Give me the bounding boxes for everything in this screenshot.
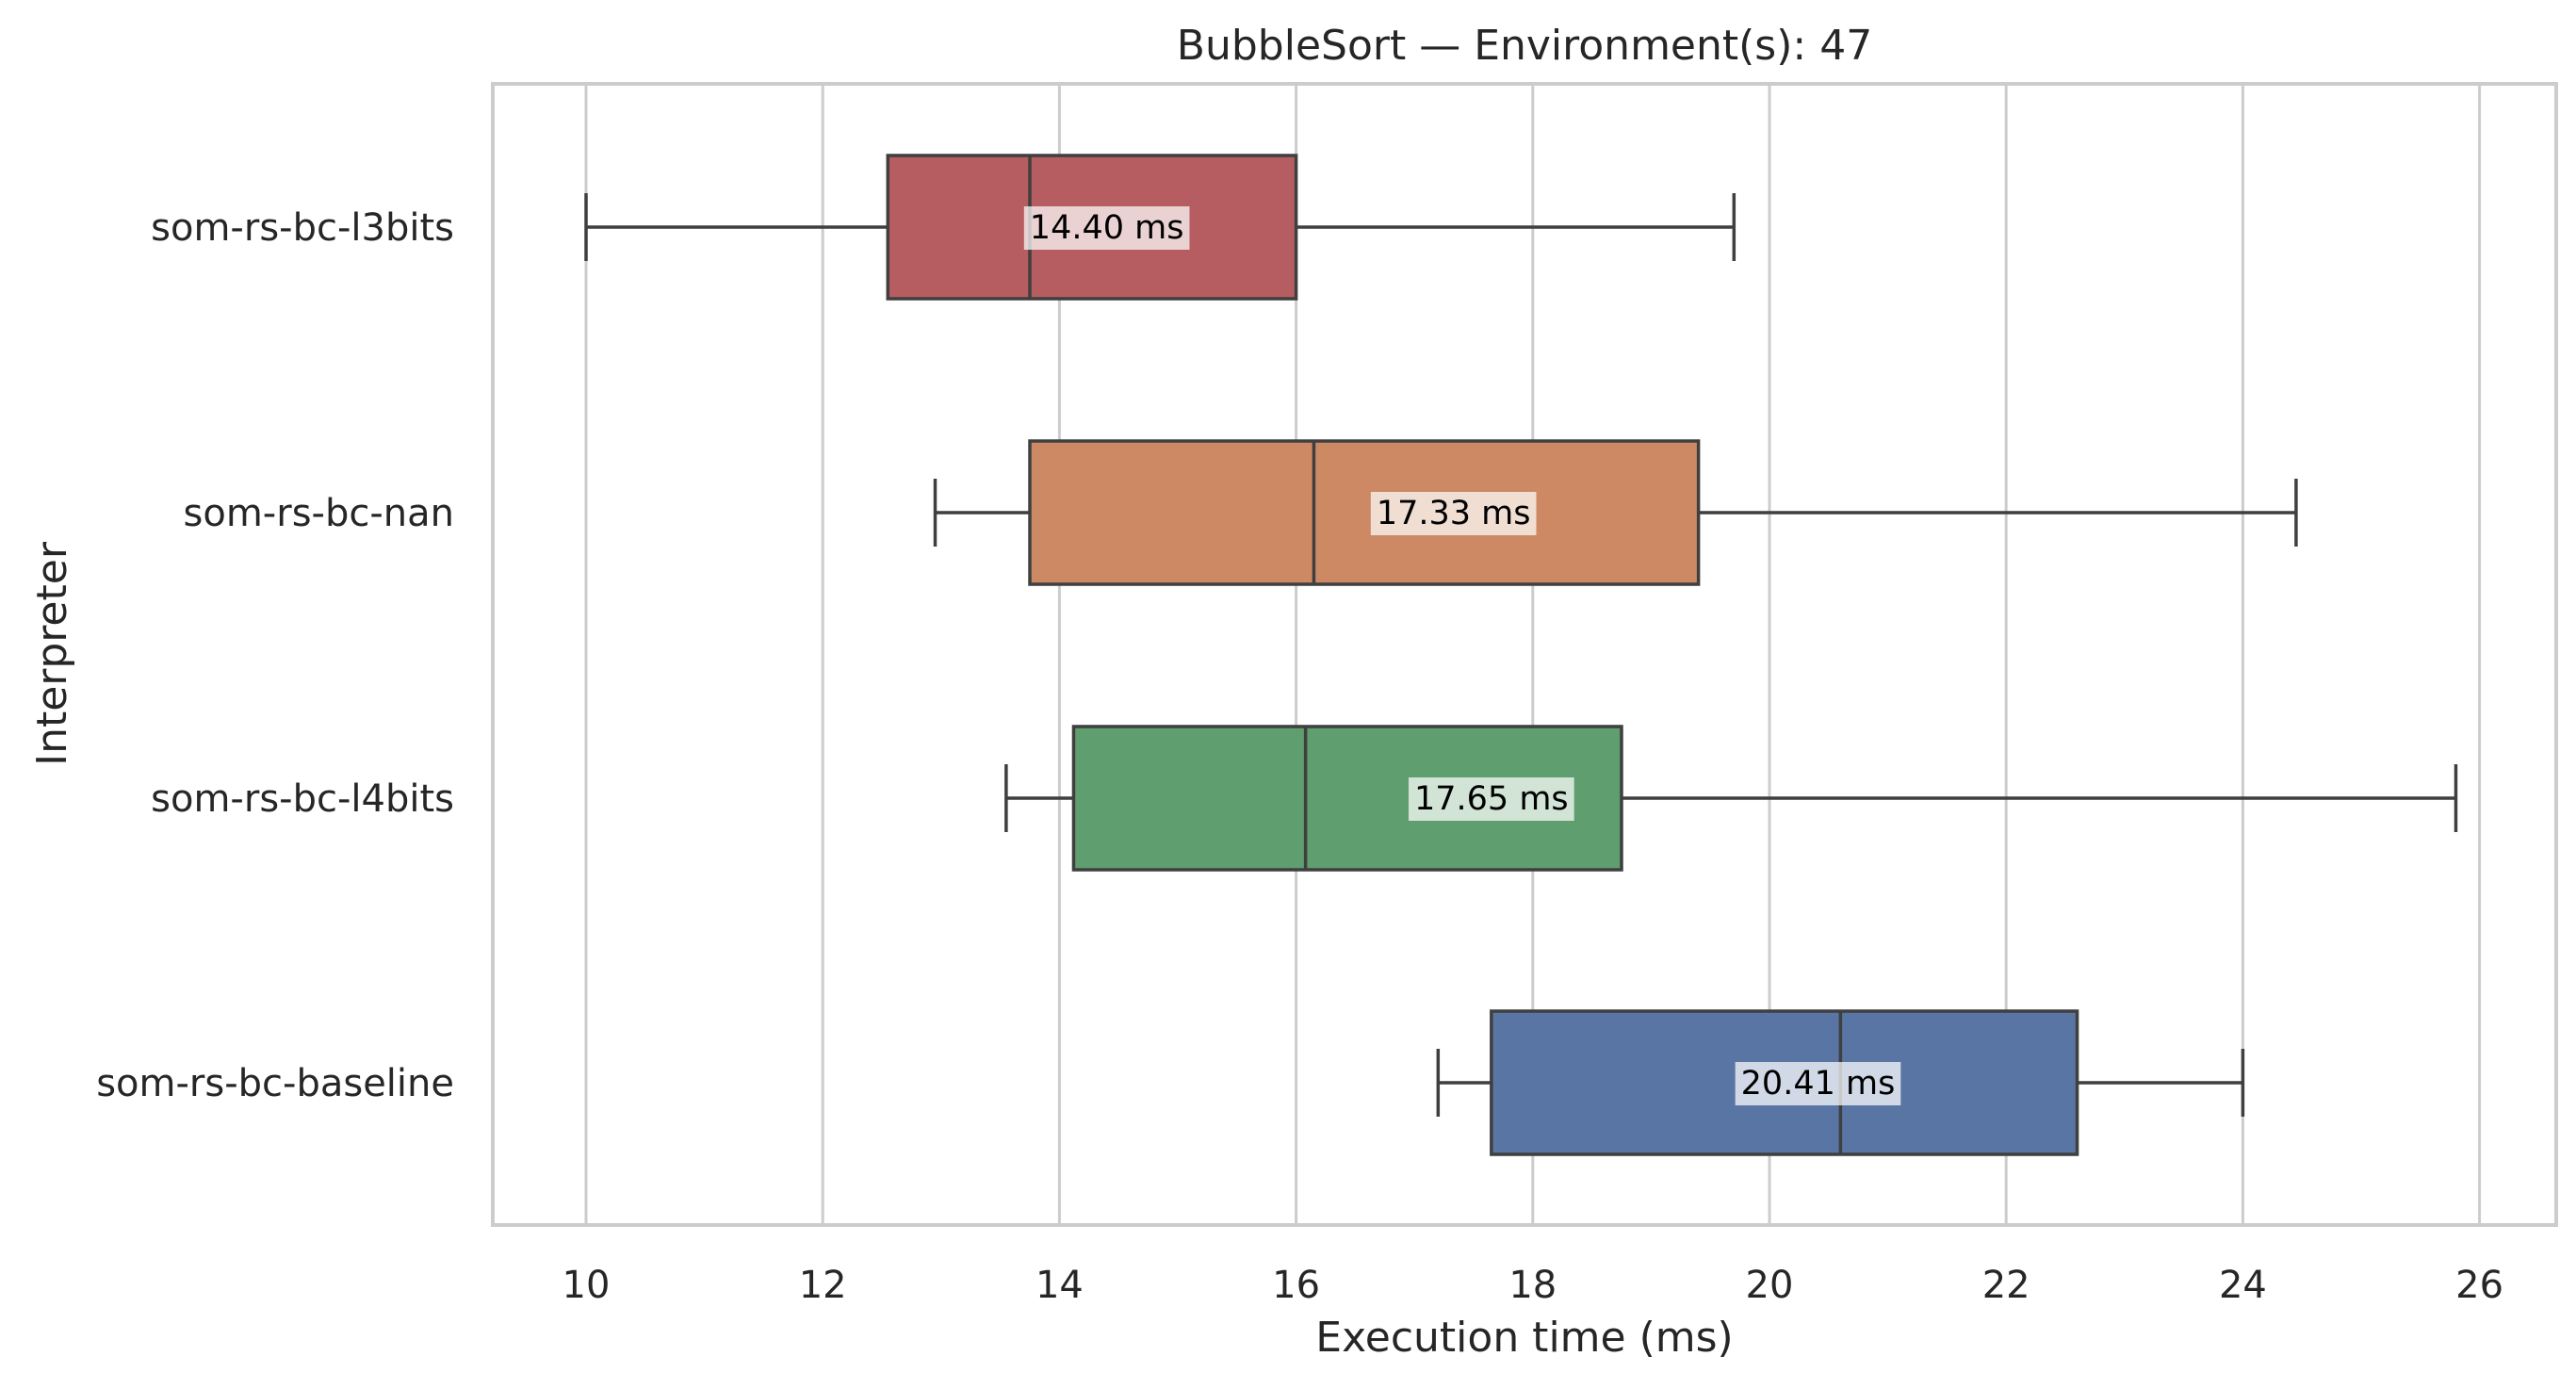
x-tick-label: 26 — [2455, 1264, 2503, 1307]
x-tick-label: 14 — [1035, 1264, 1084, 1307]
x-tick-labels: 10 12 14 16 18 20 22 24 26 — [562, 1264, 2504, 1307]
mean-label: 17.65 ms — [1414, 780, 1569, 818]
x-axis-title: Execution time (ms) — [1315, 1314, 1733, 1362]
mean-label-background — [1735, 1062, 1901, 1105]
plot-frame — [491, 82, 2558, 1227]
x-tick-label: 22 — [1982, 1264, 2030, 1307]
annotation-layer: 14.40 ms 17.33 ms 17.65 ms 20.41 ms — [1023, 206, 1901, 1105]
x-tick-label: 18 — [1508, 1264, 1557, 1307]
mean-label-background — [1409, 777, 1574, 821]
iqr-box — [1028, 439, 1701, 586]
x-tick-label: 16 — [1272, 1264, 1320, 1307]
mean-annotation: 20.41 ms — [1735, 1062, 1901, 1105]
mean-label-background — [1370, 492, 1537, 535]
mean-label: 20.41 ms — [1741, 1065, 1896, 1103]
category-label: som-rs-bc-l3bits — [151, 206, 454, 250]
mean-annotation: 14.40 ms — [1023, 206, 1190, 250]
x-tick-label: 20 — [1746, 1264, 1794, 1307]
category-label: som-rs-bc-l4bits — [151, 777, 454, 821]
mean-label: 14.40 ms — [1030, 209, 1184, 247]
x-tick-label: 12 — [799, 1264, 847, 1307]
x-tick-label: 10 — [562, 1264, 611, 1307]
mean-label: 17.33 ms — [1377, 495, 1531, 532]
y-axis-title: Interpreter — [28, 541, 76, 766]
category-label: som-rs-bc-baseline — [96, 1062, 454, 1105]
mean-annotation: 17.65 ms — [1409, 777, 1574, 821]
chart-title: BubbleSort — Environment(s): 47 — [1177, 22, 1872, 70]
category-labels: som-rs-bc-l3bits som-rs-bc-nan som-rs-bc-l… — [96, 206, 454, 1105]
box-som-rs-bc-nan — [933, 439, 2298, 586]
x-tick-label: 24 — [2219, 1264, 2267, 1307]
category-label: som-rs-bc-nan — [184, 492, 454, 535]
mean-label-background — [1023, 206, 1190, 250]
mean-annotation: 17.33 ms — [1370, 492, 1537, 535]
